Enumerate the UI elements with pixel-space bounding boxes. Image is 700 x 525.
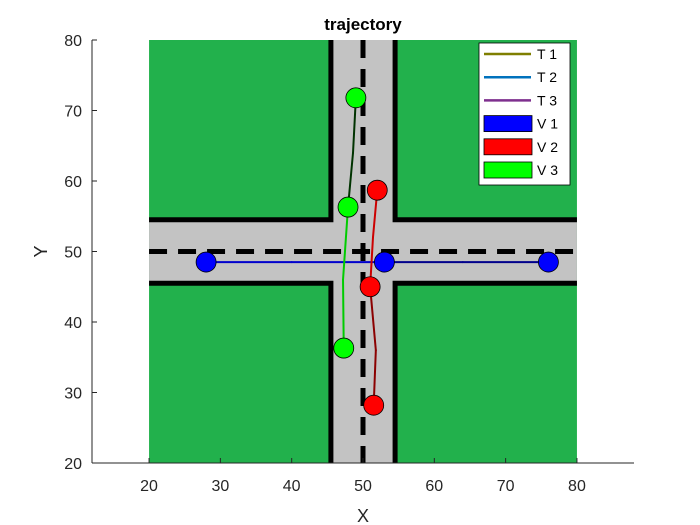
vehicle-marker bbox=[359, 276, 381, 298]
curb-top-left bbox=[149, 40, 334, 223]
vehicle-marker bbox=[195, 251, 217, 273]
y-tick-label: 20 bbox=[64, 456, 82, 473]
vehicle-marker bbox=[337, 196, 359, 218]
legend-patch-swatch bbox=[483, 161, 533, 179]
vehicle-markers bbox=[195, 87, 559, 416]
legend-patch-swatch bbox=[483, 115, 533, 132]
x-tick-label: 80 bbox=[568, 478, 586, 495]
vehicle-marker bbox=[333, 337, 355, 359]
x-tick-label: 60 bbox=[425, 478, 443, 495]
legend-label: V 1 bbox=[537, 116, 558, 132]
legend-label: T 2 bbox=[537, 69, 557, 85]
vehicle-marker bbox=[345, 87, 367, 109]
legend-box bbox=[478, 42, 571, 186]
y-tick-label: 60 bbox=[64, 174, 82, 191]
y-axis-title: Y bbox=[31, 245, 51, 257]
curb-bottom-left bbox=[149, 280, 334, 463]
x-tick-label: 30 bbox=[211, 478, 229, 495]
x-tick-label: 70 bbox=[497, 478, 515, 495]
curb-top-right bbox=[392, 40, 577, 223]
trajectory-segment bbox=[342, 278, 345, 350]
vehicle-marker bbox=[373, 251, 395, 273]
y-tick-label: 70 bbox=[64, 104, 82, 121]
axes: 20 30 40 50 60 70 80 20 30 40 50 60 70 80 bbox=[64, 33, 634, 495]
legend-label: T 3 bbox=[537, 92, 557, 108]
legend-label: V 3 bbox=[537, 162, 558, 178]
chart-title: trajectory bbox=[324, 15, 402, 34]
legend-label: V 2 bbox=[537, 139, 558, 155]
y-tick-label: 50 bbox=[64, 245, 82, 262]
x-tick-label: 20 bbox=[140, 478, 158, 495]
trajectory-segment bbox=[369, 285, 377, 352]
x-axis-title: X bbox=[357, 506, 369, 525]
legend-label: T 1 bbox=[537, 46, 557, 62]
trajectory-segment bbox=[342, 206, 350, 281]
x-tick-label: 50 bbox=[354, 478, 372, 495]
y-tick-label: 40 bbox=[64, 315, 82, 332]
y-tick-label: 80 bbox=[64, 33, 82, 50]
vehicle-marker bbox=[366, 179, 388, 201]
legend-patch-swatch bbox=[483, 138, 533, 156]
y-tick-label: 30 bbox=[64, 386, 82, 403]
vehicle-marker bbox=[538, 251, 559, 273]
x-tick-label: 40 bbox=[283, 478, 301, 495]
curb-bottom-right bbox=[392, 280, 577, 463]
legend: T 1 T 2 T 3 V 1 V 2 V 3 bbox=[478, 42, 571, 186]
vehicle-marker bbox=[363, 394, 385, 416]
